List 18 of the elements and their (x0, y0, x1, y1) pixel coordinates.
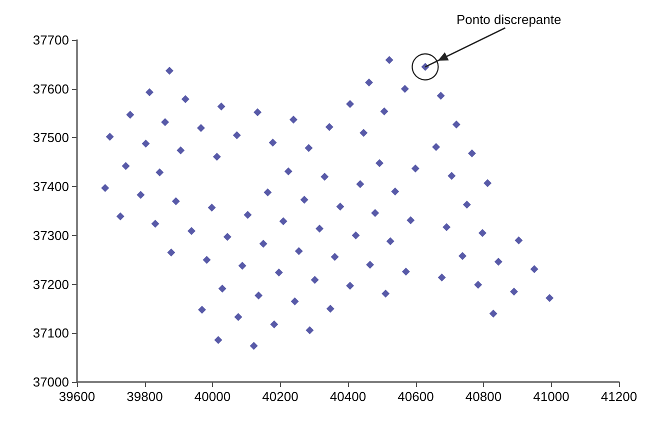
x-tick-label: 41000 (533, 389, 570, 404)
y-tick-label: 37000 (32, 374, 69, 390)
y-tick-label: 37700 (32, 32, 69, 48)
x-tick-label: 40800 (465, 389, 502, 404)
x-tick-label: 39800 (126, 389, 163, 404)
x-tick-label: 40000 (194, 389, 231, 404)
x-tick-label: 40400 (330, 389, 366, 404)
x-tick-label: 40600 (398, 389, 434, 404)
y-tick-label: 37500 (32, 130, 69, 146)
y-tick-label: 37400 (32, 179, 69, 194)
x-tick-label: 41200 (600, 389, 638, 404)
x-tick-label: 39600 (58, 389, 96, 404)
y-tick-label: 37300 (32, 228, 69, 243)
x-tick-label: 40200 (262, 389, 298, 404)
y-tick-label: 37600 (32, 81, 69, 96)
y-tick-label: 37200 (32, 276, 69, 292)
annotation: Ponto discrepante (456, 12, 562, 28)
y-tick-label: 37100 (32, 326, 69, 341)
